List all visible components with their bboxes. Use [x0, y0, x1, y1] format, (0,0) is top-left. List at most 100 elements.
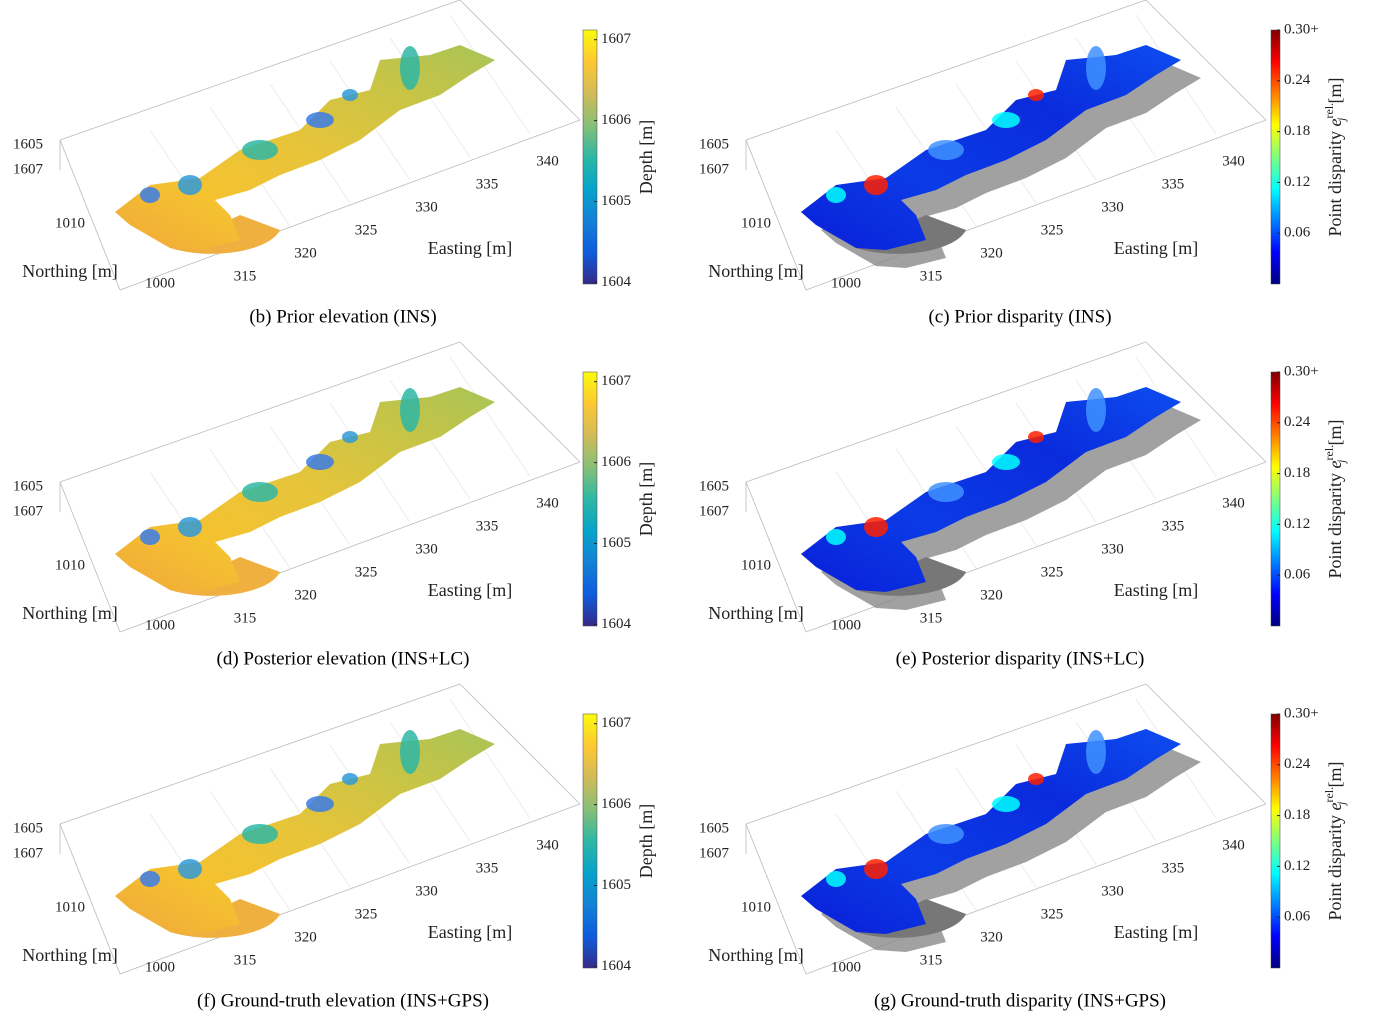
axis-line: [745, 823, 807, 975]
easting-tick-label: 330: [1101, 199, 1124, 215]
colorbar-tick-label: 0.24: [1284, 756, 1311, 772]
panel: 315 320 325 330 335 340 1000 1010 1605 1607 Eastin…: [13, 683, 656, 1011]
easting-tick-label: 315: [234, 268, 257, 284]
label-part: Depth: [636, 492, 656, 536]
colorbar-tick-label: 0.24: [1284, 72, 1311, 88]
easting-label: Easting [m]: [1114, 238, 1198, 258]
label-part: e: [1325, 802, 1345, 810]
axis-line: [59, 683, 461, 825]
colorbar-label: Depth [m]: [636, 804, 656, 879]
easting-tick-label: 320: [980, 587, 1003, 603]
surface: [115, 45, 495, 250]
panel: 315 320 325 330 335 340 1000 1010 1605 1607 Eastin…: [13, 341, 656, 669]
feature: [928, 482, 964, 502]
northing-tick-label: 1000: [831, 959, 861, 975]
easting-tick-label: 330: [415, 883, 438, 899]
feature: [400, 46, 420, 90]
panel: 315 320 325 330 335 340 1000 1010 1605 1607 Eastin…: [699, 683, 1348, 1011]
axis-line: [59, 823, 121, 975]
easting-tick-label: 335: [1162, 176, 1185, 192]
caption: (g) Ground-truth disparity (INS+GPS): [874, 990, 1166, 1011]
feature: [178, 517, 202, 537]
feature: [306, 454, 334, 470]
easting-tick-label: 325: [355, 564, 378, 580]
easting-tick-label: 330: [1101, 883, 1124, 899]
grid-line: [449, 698, 531, 819]
label-part: rel.: [1322, 787, 1336, 803]
colorbar-tick-label: 1607: [601, 715, 632, 731]
feature: [1086, 388, 1106, 432]
easting-tick-label: 315: [920, 952, 943, 968]
easting-label: Easting [m]: [428, 580, 512, 600]
easting-tick-label: 325: [1041, 906, 1064, 922]
axis-line: [1145, 0, 1267, 121]
colorbar-tick-label: 0.12: [1284, 174, 1310, 190]
colorbar: [1270, 29, 1281, 285]
colorbar-label: Point disparity erel.j [m]: [1322, 419, 1348, 578]
feature: [928, 824, 964, 844]
feature: [864, 517, 888, 537]
northing-tick-label: 1010: [55, 557, 85, 573]
label-part: Depth: [636, 834, 656, 878]
colorbar-tick-label: 1606: [601, 796, 632, 812]
axis-line: [1145, 683, 1267, 805]
feature: [992, 454, 1020, 470]
feature: [140, 187, 160, 203]
easting-tick-label: 340: [536, 153, 559, 169]
feature: [928, 140, 964, 160]
label-part: j: [1334, 801, 1348, 807]
label-part: [m]: [1325, 419, 1345, 445]
easting-tick-label: 340: [536, 495, 559, 511]
easting-tick-label: 335: [476, 518, 499, 534]
axis-line: [119, 119, 581, 291]
northing-tick-label: 1000: [831, 275, 861, 291]
northing-label: Northing [m]: [708, 603, 803, 623]
northing-label: Northing [m]: [708, 261, 803, 281]
feature: [1086, 46, 1106, 90]
easting-tick-label: 320: [294, 587, 317, 603]
colorbar-tick-label: 1605: [601, 193, 631, 209]
feature: [1028, 773, 1044, 785]
surface: [115, 729, 495, 934]
feature: [242, 482, 278, 502]
axis-line: [59, 139, 121, 291]
easting-tick-label: 320: [294, 929, 317, 945]
depth-tick-label: 1605: [13, 820, 43, 836]
easting-tick-label: 330: [415, 199, 438, 215]
axis-line: [745, 0, 1147, 141]
depth-tick-label: 1607: [13, 845, 44, 861]
colorbar: [1270, 371, 1281, 627]
easting-label: Easting [m]: [428, 238, 512, 258]
feature: [342, 431, 358, 443]
easting-label: Easting [m]: [428, 922, 512, 942]
colorbar-tick-label: 0.30+: [1284, 705, 1319, 721]
easting-tick-label: 315: [920, 610, 943, 626]
colorbar-tick-label: 1606: [601, 112, 632, 128]
axis-line: [59, 0, 461, 141]
feature: [400, 730, 420, 774]
easting-tick-label: 335: [1162, 518, 1185, 534]
colorbar-tick-label: 1604: [601, 274, 632, 290]
feature: [826, 187, 846, 203]
easting-tick-label: 335: [476, 860, 499, 876]
axis-line: [745, 683, 1147, 825]
feature: [342, 89, 358, 101]
colorbar-tick-label: 1605: [601, 535, 631, 551]
colorbar-tick-label: 1605: [601, 877, 631, 893]
colorbar-tick-label: 0.06: [1284, 909, 1311, 925]
colorbar: [582, 29, 598, 285]
easting-label: Easting [m]: [1114, 580, 1198, 600]
feature: [826, 871, 846, 887]
grid-line: [449, 14, 531, 135]
easting-tick-label: 320: [980, 245, 1003, 261]
caption: (d) Posterior elevation (INS+LC): [217, 648, 470, 669]
feature: [864, 859, 888, 879]
colorbar-label: Depth [m]: [636, 120, 656, 195]
easting-label: Easting [m]: [1114, 922, 1198, 942]
colorbar-tick-label: 1607: [601, 31, 632, 47]
surface: [801, 729, 1181, 934]
label-part: j: [1334, 459, 1348, 465]
feature: [1028, 431, 1044, 443]
axis-line: [459, 341, 581, 463]
